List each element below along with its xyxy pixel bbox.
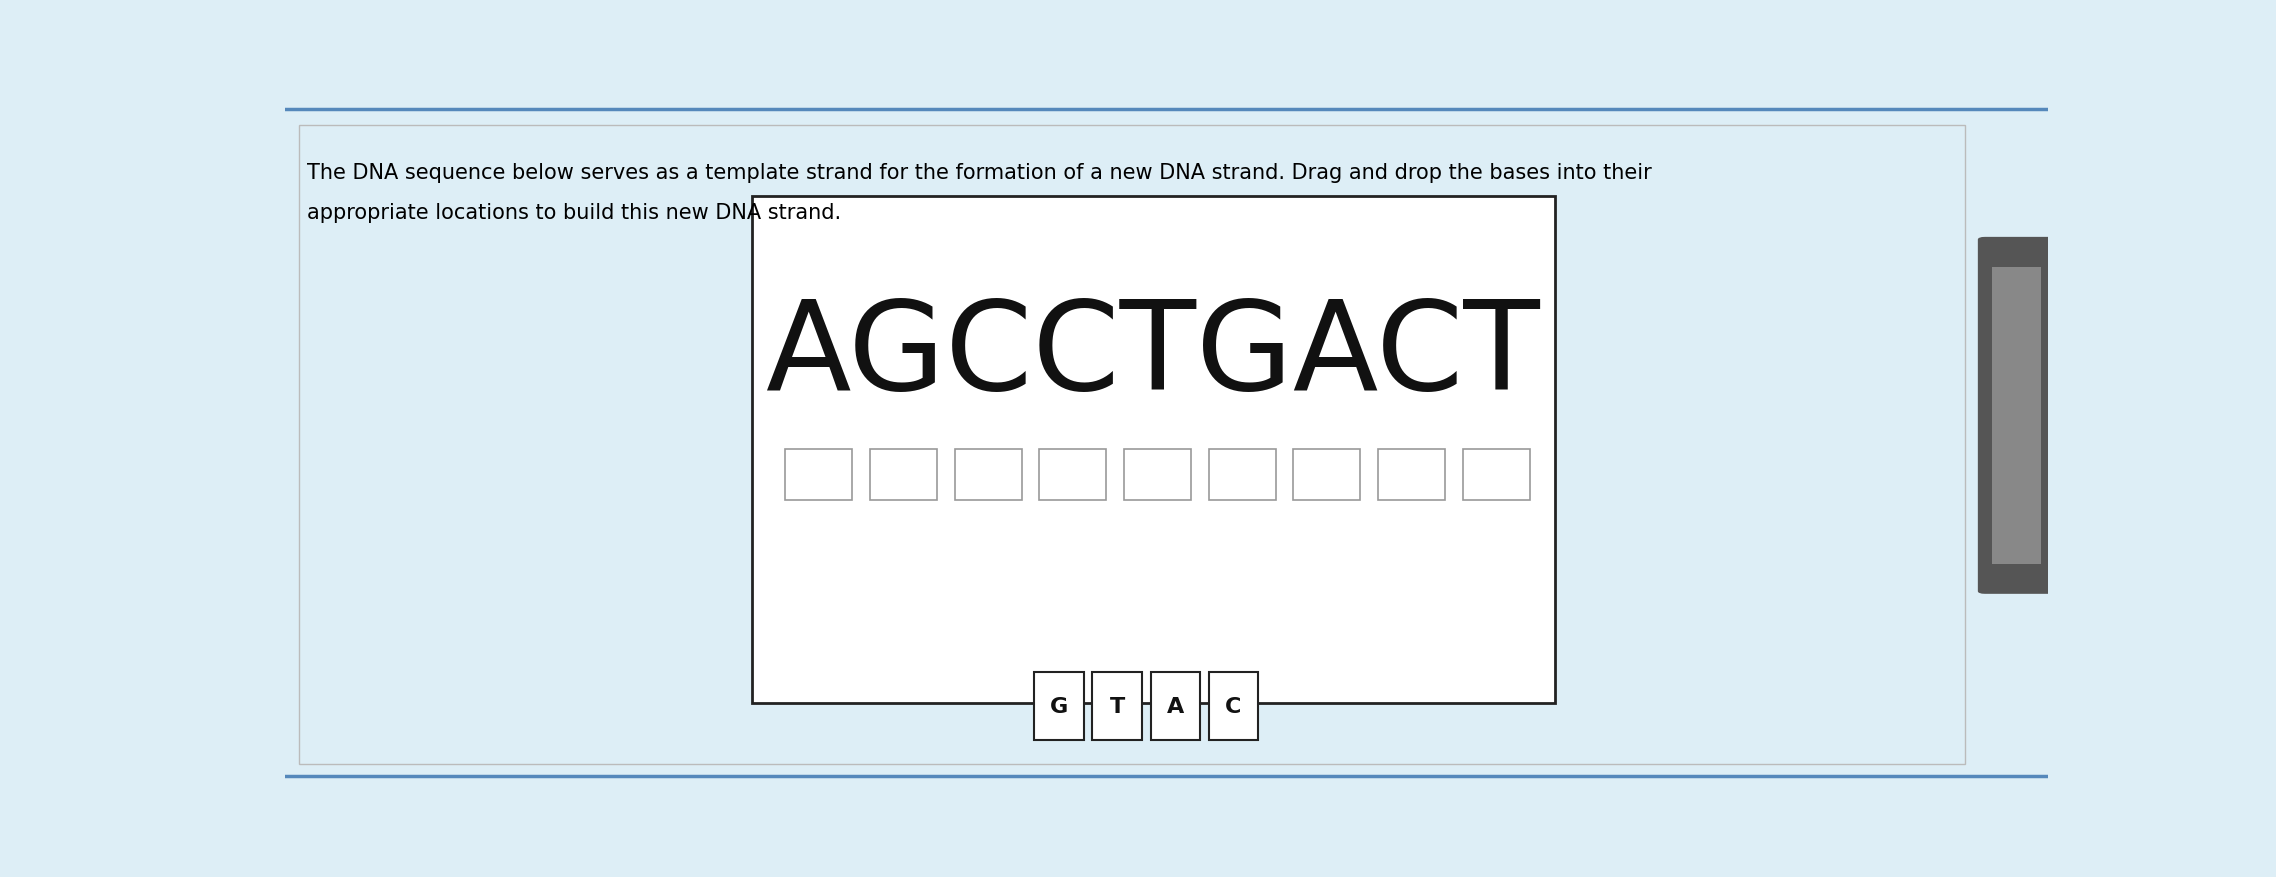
FancyBboxPatch shape	[1463, 450, 1529, 500]
FancyBboxPatch shape	[1992, 267, 2042, 565]
FancyBboxPatch shape	[1040, 450, 1106, 500]
FancyBboxPatch shape	[1124, 450, 1190, 500]
FancyBboxPatch shape	[1152, 673, 1199, 740]
FancyBboxPatch shape	[1209, 673, 1259, 740]
Text: AGCCTGACT: AGCCTGACT	[765, 295, 1539, 416]
FancyBboxPatch shape	[751, 196, 1555, 702]
Text: The DNA sequence below serves as a template strand for the formation of a new DN: The DNA sequence below serves as a templ…	[307, 162, 1652, 182]
Text: C: C	[1224, 696, 1243, 717]
Text: appropriate locations to build this new DNA strand.: appropriate locations to build this new …	[307, 203, 842, 223]
FancyBboxPatch shape	[1293, 450, 1361, 500]
FancyBboxPatch shape	[1209, 450, 1277, 500]
FancyBboxPatch shape	[1092, 673, 1143, 740]
FancyBboxPatch shape	[1377, 450, 1445, 500]
FancyBboxPatch shape	[1978, 238, 2055, 594]
FancyBboxPatch shape	[869, 450, 938, 500]
Text: G: G	[1049, 696, 1067, 717]
FancyBboxPatch shape	[1033, 673, 1083, 740]
FancyBboxPatch shape	[956, 450, 1022, 500]
FancyBboxPatch shape	[298, 125, 1966, 764]
Text: T: T	[1108, 696, 1124, 717]
FancyBboxPatch shape	[785, 450, 854, 500]
Text: A: A	[1168, 696, 1184, 717]
